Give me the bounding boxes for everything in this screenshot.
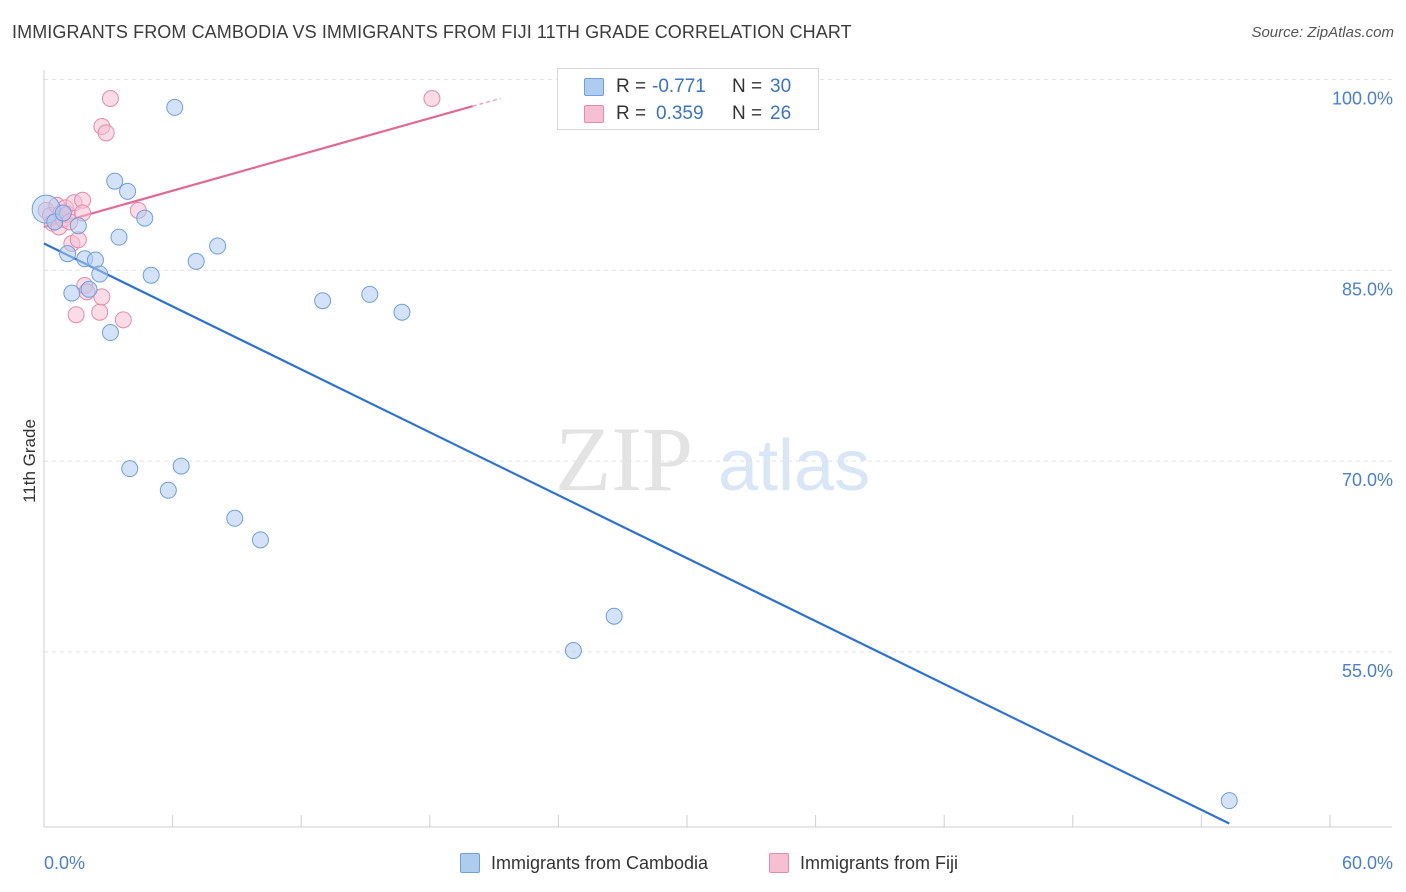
watermark: ZIP atlas — [555, 408, 870, 510]
data-point-cambodia — [226, 509, 244, 527]
data-point-cambodia — [209, 237, 227, 255]
bottom-legend-swatch-fiji — [769, 853, 789, 873]
data-point-fiji — [97, 124, 115, 142]
point-layer — [31, 90, 1238, 810]
data-point-cambodia — [63, 284, 81, 302]
watermark-atlas: atlas — [718, 426, 870, 506]
trendline-cambodia — [43, 242, 1230, 825]
trendline-fiji — [43, 105, 473, 229]
data-point-cambodia — [80, 280, 98, 298]
legend-n-label: N = — [732, 103, 763, 124]
legend-n-label: N = — [732, 76, 763, 97]
y-tick-label: 100.0% — [1332, 89, 1393, 109]
y-axis-label: 11th Grade — [20, 419, 39, 503]
data-point-cambodia — [605, 607, 623, 625]
data-point-cambodia — [106, 172, 124, 190]
data-point-cambodia — [69, 217, 87, 235]
grid-layer — [44, 79, 1392, 653]
source-label: Source: ZipAtlas.com — [1251, 24, 1394, 41]
watermark-zip: ZIP — [555, 408, 693, 510]
legend-r-label: R = — [616, 76, 647, 97]
data-point-fiji — [91, 303, 109, 321]
legend-swatch-cambodia — [584, 78, 604, 96]
data-point-fiji — [67, 306, 85, 324]
legend-r-label: R = — [616, 103, 647, 124]
chart-title: IMMIGRANTS FROM CAMBODIA VS IMMIGRANTS F… — [12, 22, 852, 42]
data-point-cambodia — [251, 531, 269, 549]
x-tick-label: 60.0% — [1342, 853, 1393, 873]
data-point-cambodia — [361, 285, 379, 303]
axis-layer — [43, 70, 1392, 828]
data-point-cambodia — [1220, 792, 1238, 810]
legend-n-value: 30 — [770, 76, 792, 97]
legend-r-value: 0.359 — [656, 103, 704, 124]
legend-r-value: -0.771 — [652, 76, 706, 97]
y-tick-label: 85.0% — [1342, 279, 1393, 299]
data-point-cambodia — [564, 642, 582, 660]
data-point-cambodia — [159, 481, 177, 499]
correlation-legend: R = -0.771 N = 30 R = 0.359 N = 26 — [557, 68, 819, 130]
data-point-cambodia — [91, 265, 109, 283]
data-point-fiji — [93, 288, 111, 306]
x-tick-label: 0.0% — [44, 853, 85, 873]
data-point-cambodia — [187, 252, 205, 270]
data-point-cambodia — [110, 228, 128, 246]
data-point-cambodia — [393, 303, 411, 321]
data-point-cambodia — [166, 98, 184, 116]
data-point-cambodia — [54, 204, 72, 222]
data-point-cambodia — [59, 245, 77, 263]
trendline-fiji-extension — [472, 97, 501, 107]
data-point-fiji — [423, 90, 441, 107]
data-point-cambodia — [121, 460, 139, 478]
bottom-legend-label-fiji: Immigrants from Fiji — [800, 853, 959, 873]
data-point-cambodia — [119, 182, 137, 200]
y-tick-label: 70.0% — [1342, 470, 1393, 490]
trend-layer — [43, 97, 1230, 825]
bottom-legend-swatch-cambodia — [460, 853, 480, 873]
data-point-fiji — [101, 90, 119, 107]
legend-swatch-fiji — [584, 105, 604, 123]
y-tick-label: 55.0% — [1342, 661, 1393, 681]
data-point-cambodia — [142, 266, 160, 284]
data-point-cambodia — [101, 324, 119, 342]
label-layer: 100.0% 85.0% 70.0% 55.0% 0.0% 60.0% — [44, 89, 1393, 874]
data-point-cambodia — [314, 292, 332, 310]
bottom-legend-label-cambodia: Immigrants from Cambodia — [491, 853, 709, 873]
data-point-fiji — [114, 311, 132, 329]
data-point-cambodia — [172, 457, 190, 475]
legend-n-value: 26 — [770, 103, 792, 124]
data-point-cambodia — [136, 209, 154, 227]
